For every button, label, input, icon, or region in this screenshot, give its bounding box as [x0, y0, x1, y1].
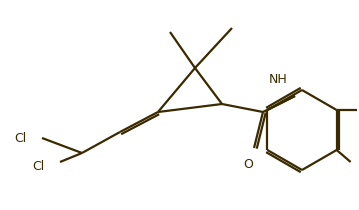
Text: Cl: Cl — [14, 131, 26, 144]
Text: O: O — [243, 158, 253, 171]
Text: Cl: Cl — [32, 160, 44, 172]
Text: NH: NH — [269, 73, 287, 86]
